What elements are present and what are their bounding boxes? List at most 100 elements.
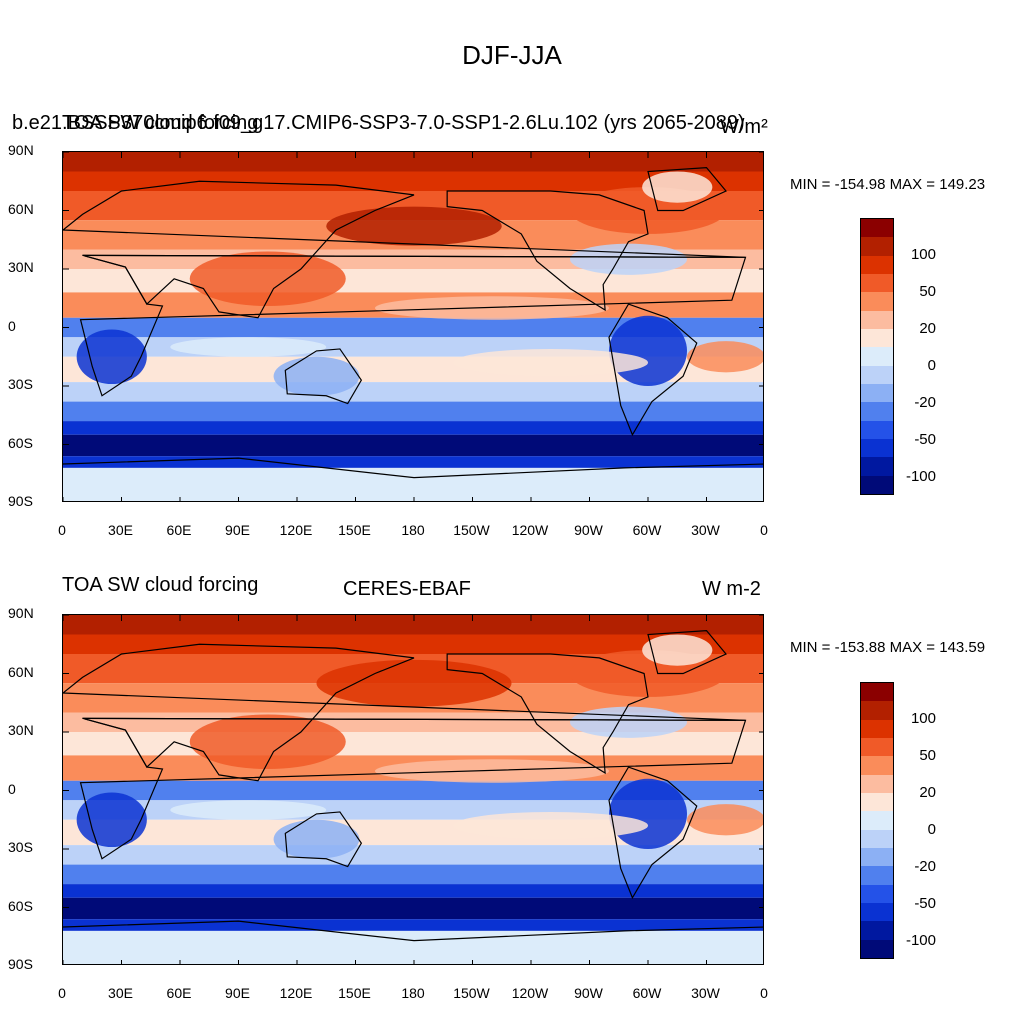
contour-band bbox=[63, 401, 763, 422]
contour-band bbox=[63, 845, 763, 865]
contour-region bbox=[453, 811, 648, 840]
contour-region bbox=[76, 329, 147, 385]
panel1-colorbar bbox=[860, 218, 894, 495]
colorbar-swatch bbox=[861, 902, 893, 922]
contour-band bbox=[63, 434, 763, 457]
contour-band bbox=[63, 884, 763, 898]
continent-outline bbox=[63, 643, 746, 782]
colorbar-swatch bbox=[861, 811, 893, 830]
lat-tick-label: 30S bbox=[8, 376, 33, 392]
contour-region bbox=[170, 337, 327, 357]
lon-tick-label: 150E bbox=[338, 522, 371, 538]
colorbar-swatch bbox=[861, 457, 893, 476]
lon-tick-label: 0 bbox=[760, 522, 768, 538]
colorbar-swatch bbox=[861, 383, 893, 403]
contour-region bbox=[687, 804, 763, 836]
colorbar-swatch bbox=[861, 829, 893, 848]
colorbar-label: -50 bbox=[914, 430, 936, 448]
contour-band bbox=[63, 634, 763, 654]
lon-tick-label: 60E bbox=[166, 522, 192, 538]
lon-tick-label: 150W bbox=[453, 522, 490, 538]
colorbar-swatch bbox=[861, 402, 893, 421]
lon-tick-label: 60E bbox=[166, 985, 192, 1001]
continent-outline bbox=[608, 766, 698, 900]
contour-band bbox=[63, 317, 763, 338]
continent-outline bbox=[284, 811, 363, 868]
contour-region bbox=[642, 171, 713, 203]
colorbar-swatch bbox=[861, 884, 893, 903]
colorbar-swatch bbox=[861, 219, 893, 238]
lon-tick-label: 120W bbox=[511, 985, 549, 1001]
contour-region bbox=[453, 348, 648, 377]
colorbar-swatch bbox=[861, 921, 893, 940]
contour-band bbox=[63, 919, 763, 931]
colorbar-label: 0 bbox=[927, 356, 936, 374]
lon-tick-label: 120W bbox=[511, 522, 549, 538]
colorbar-swatch bbox=[861, 701, 893, 720]
lat-tick-label: 0 bbox=[8, 780, 16, 797]
panel2-map bbox=[62, 614, 764, 965]
lon-tick-label: 180 bbox=[401, 522, 425, 538]
lat-tick-label: 60N bbox=[8, 663, 34, 680]
antarctica-coastline bbox=[63, 457, 763, 479]
panel1-right-string: W/m² bbox=[720, 116, 768, 138]
colorbar-swatch bbox=[861, 939, 893, 958]
contour-region bbox=[189, 714, 346, 770]
contour-map bbox=[63, 615, 763, 964]
colorbar-label: -20 bbox=[914, 857, 936, 875]
lon-tick-label: 30W bbox=[691, 522, 720, 538]
contour-region bbox=[642, 634, 713, 666]
contour-band bbox=[63, 930, 763, 964]
lon-tick-label: 120E bbox=[279, 522, 313, 538]
lat-tick-label: 60S bbox=[8, 434, 33, 451]
continent-outline bbox=[63, 180, 746, 319]
antarctica-coastline bbox=[63, 920, 763, 942]
lon-tick-label: 30E bbox=[108, 522, 133, 538]
colorbar-swatch bbox=[861, 292, 893, 311]
lon-tick-label: 60W bbox=[632, 985, 662, 1001]
panel2-right-string: W m-2 bbox=[702, 578, 761, 600]
contour-region bbox=[687, 341, 763, 373]
colorbar-swatch bbox=[861, 737, 893, 757]
figure-title: DJF-JJA bbox=[462, 40, 562, 70]
contour-band bbox=[63, 382, 763, 402]
lon-tick-label: 0 bbox=[58, 985, 66, 1001]
colorbar-swatch bbox=[861, 328, 893, 348]
panel1-left-string: TOA SW cloud forcing bbox=[62, 112, 259, 134]
panel1-min-max: MIN = -154.98 MAX = 149.23 bbox=[790, 176, 986, 193]
colorbar-label: 0 bbox=[927, 820, 936, 838]
lon-tick-label: 0 bbox=[58, 522, 66, 538]
lon-tick-label: 150W bbox=[453, 985, 490, 1001]
colorbar-label: 50 bbox=[919, 282, 936, 300]
colorbar-label: 100 bbox=[910, 709, 936, 727]
contour-map bbox=[63, 152, 763, 501]
contour-region bbox=[609, 778, 687, 849]
continent-outline bbox=[647, 166, 727, 212]
contour-region bbox=[273, 356, 360, 396]
colorbar-label: -100 bbox=[905, 467, 936, 485]
contour-band bbox=[63, 467, 763, 501]
lon-tick-label: 30E bbox=[108, 985, 133, 1001]
colorbar-swatch bbox=[861, 365, 893, 384]
panel1-center-string: b.e21.BSSP370cmip6.f09_g17.CMIP6-SSP3-7.… bbox=[12, 112, 745, 134]
contour-region bbox=[375, 296, 609, 320]
lon-tick-label: 90W bbox=[574, 522, 603, 538]
lat-tick-label: 30N bbox=[8, 722, 34, 738]
colorbar-swatch bbox=[861, 420, 893, 439]
colorbar-swatch bbox=[861, 438, 893, 458]
colorbar-label: -100 bbox=[905, 931, 936, 949]
contour-band bbox=[63, 897, 763, 920]
panel1-map bbox=[62, 151, 764, 502]
contour-region bbox=[609, 315, 687, 386]
colorbar-swatch bbox=[861, 237, 893, 256]
panel2-min-max: MIN = -153.88 MAX = 143.59 bbox=[790, 639, 986, 656]
colorbar-swatch bbox=[861, 475, 893, 494]
contour-region bbox=[375, 759, 609, 783]
lon-tick-label: 90E bbox=[225, 985, 250, 1001]
contour-band bbox=[63, 780, 763, 801]
continent-outline bbox=[284, 348, 363, 405]
contour-region bbox=[316, 659, 512, 707]
contour-band bbox=[63, 456, 763, 468]
contour-band bbox=[63, 171, 763, 191]
lat-tick-label: 30N bbox=[8, 259, 34, 275]
